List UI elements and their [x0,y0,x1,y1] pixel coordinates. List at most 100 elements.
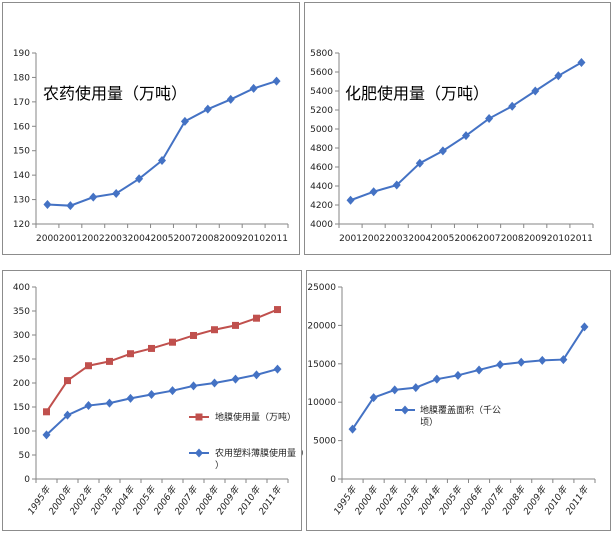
y-tick-label: 170 [13,98,30,108]
legend-label-line: ） [215,460,224,471]
data-point [432,374,441,384]
data-point [168,386,177,396]
y-tick-label: 150 [13,403,30,413]
data-point [369,393,378,403]
film-usage-chart: 0501001502002503003504001995年2000年2002年2… [13,283,303,517]
y-tick-label: 4400 [310,182,333,192]
x-tick-label: 2002 [362,234,385,244]
data-point [64,377,71,385]
film-area-chart: 05000100001500020000250001995年2000年2002年… [307,283,596,517]
data-point [148,344,155,352]
data-point [272,76,281,86]
x-tick-label: 2005 [151,234,174,244]
data-point [210,378,219,388]
data-point [89,192,98,202]
x-tick-label: 2009 [524,234,547,244]
data-point [232,321,239,329]
y-tick-label: 25000 [307,283,336,293]
pesticide-chart-panel: 120 130 140 150 160 170 180 190 2000 2001 2002 2003… [2,2,300,255]
y-tick-label: 4600 [310,163,333,173]
data-point [554,71,563,81]
y-tick-label: 180 [13,73,30,83]
chart-title: 农药使用量（万吨） [43,84,187,103]
data-point [392,180,401,190]
data-point [346,195,355,205]
data-point [462,131,470,141]
data-point [127,350,134,358]
data-point [180,116,189,126]
legend-label-line: 地膜使用量（万吨） [215,411,296,423]
x-tick-label: 2008 [501,234,524,244]
data-point [43,408,50,416]
data-point [85,362,92,370]
data-point [203,104,212,114]
data-point [105,398,114,408]
y-tick-label: 0 [330,475,336,485]
y-tick-label: 400 [13,283,30,293]
series-0 [348,322,589,434]
series-line [45,368,278,436]
data-point [369,187,378,197]
y-tick-label: 140 [13,171,30,181]
data-point [226,94,235,104]
data-point [580,322,589,332]
data-point [158,155,166,165]
data-point [411,383,420,393]
data-point [211,326,218,334]
x-tick-label: 2001 [339,234,362,244]
pesticide-chart: 120 130 140 150 160 170 180 190 2000 2001 2002 2003… [13,49,289,244]
x-tick-label: 2008 [196,234,219,244]
x-tick-label: 2009 [219,234,242,244]
legend-label-line: 农用塑料薄膜使用量（万吨 [215,447,303,459]
data-point [577,58,586,67]
x-tick-label: 2011 [570,234,593,244]
legend-label: 农用塑料薄膜使用量（万吨） [215,447,303,471]
data-point [559,355,568,365]
data-point [531,86,540,96]
data-point [63,410,72,420]
y-tick-label: 10000 [307,398,336,408]
data-point [106,357,113,365]
y-tick-label: 50 [19,451,31,461]
legend-marker [195,448,203,458]
y-tick-label: 150 [13,147,30,157]
data-point [84,401,93,411]
x-tick-label: 2005 [431,234,454,244]
y-tick-label: 5000 [313,437,336,447]
y-tick-label: 300 [13,331,30,341]
data-point [112,188,121,198]
x-tick-label: 2010 [242,234,265,244]
film-area-chart-panel: 0 5000 10000 15000 20000 25000 1995年 2000年 2002年… [306,270,611,531]
x-tick-label: 2003 [385,234,408,244]
y-tick-label: 5800 [310,49,333,59]
data-point [274,306,281,314]
x-tick-label: 2000 [36,234,59,244]
data-point [273,364,282,374]
data-point [42,430,51,440]
series-line [45,308,278,413]
data-point [348,424,357,434]
data-point [43,199,52,209]
y-tick-label: 15000 [307,360,336,370]
data-point [252,370,261,380]
data-point [190,331,197,339]
legend-marker [195,413,203,421]
x-tick-label: 2003 [105,234,128,244]
y-tick-label: 350 [13,307,30,317]
data-point [453,370,462,380]
y-tick-label: 4200 [310,201,333,211]
data-point [508,101,517,111]
y-tick-label: 190 [13,49,30,59]
legend-label: 地膜使用量（万吨） [215,411,296,423]
series-0 [43,76,281,211]
chart-title: 化肥使用量（万吨） [345,84,489,103]
x-tick-label: 2007 [173,234,196,244]
y-tick-label: 200 [13,379,30,389]
data-point [390,385,399,395]
y-tick-label: 5600 [310,68,333,78]
x-tick-label: 2007 [478,234,501,244]
x-tick-label: 2011年 [564,484,592,517]
x-tick-label: 2010 [547,234,570,244]
data-point [231,374,240,384]
data-point [438,146,447,156]
